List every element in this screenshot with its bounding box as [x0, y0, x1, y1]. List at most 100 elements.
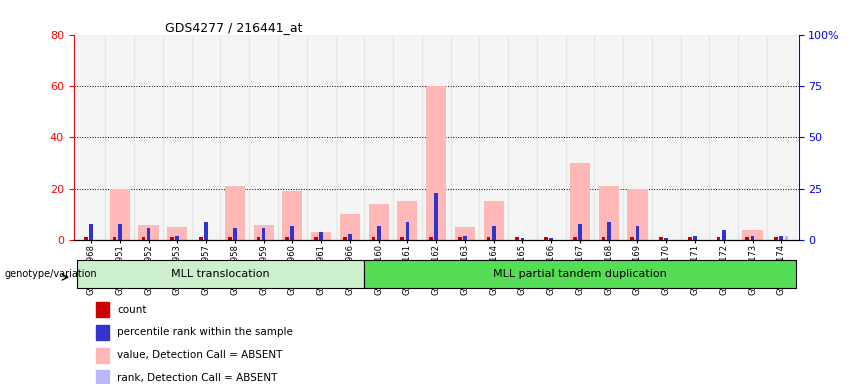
Bar — [483, 202, 503, 240]
Bar — [422, 35, 450, 240]
Bar — [365, 260, 796, 288]
Bar — [225, 186, 245, 240]
Bar — [426, 86, 446, 240]
Bar — [220, 35, 249, 240]
Bar — [521, 238, 524, 240]
Bar — [118, 223, 122, 240]
Bar — [779, 236, 783, 240]
Bar — [578, 223, 582, 240]
Bar — [84, 237, 88, 240]
Text: GDS4277 / 216441_at: GDS4277 / 216441_at — [165, 21, 302, 34]
Bar — [278, 35, 306, 240]
Bar — [253, 225, 273, 240]
Bar — [709, 35, 738, 240]
Bar — [95, 302, 108, 317]
Bar — [113, 237, 116, 240]
Bar — [282, 191, 302, 240]
Bar — [508, 35, 536, 240]
Bar — [549, 238, 553, 240]
Bar — [607, 222, 610, 240]
Bar — [163, 35, 192, 240]
Bar — [286, 237, 289, 240]
Bar — [339, 214, 360, 240]
Bar — [694, 236, 697, 240]
Bar — [109, 189, 130, 240]
Bar — [170, 237, 174, 240]
Bar — [257, 237, 260, 240]
Text: MLL partial tandem duplication: MLL partial tandem duplication — [493, 269, 667, 279]
Bar — [566, 35, 595, 240]
Text: rank, Detection Call = ABSENT: rank, Detection Call = ABSENT — [117, 373, 278, 383]
Bar — [516, 237, 519, 240]
Bar — [463, 236, 467, 240]
Bar — [767, 35, 796, 240]
Bar — [95, 371, 108, 384]
Bar — [429, 237, 433, 240]
Bar — [450, 35, 479, 240]
Bar — [372, 237, 375, 240]
Text: count: count — [117, 305, 147, 314]
Bar — [746, 237, 749, 240]
Bar — [635, 226, 640, 240]
Bar — [652, 35, 681, 240]
Bar — [175, 236, 179, 240]
Bar — [717, 237, 720, 240]
Bar — [688, 237, 692, 240]
Bar — [738, 35, 767, 240]
Text: MLL translocation: MLL translocation — [171, 269, 270, 279]
Bar — [623, 35, 652, 240]
Bar — [204, 222, 208, 240]
Bar — [89, 223, 93, 240]
Bar — [377, 226, 380, 240]
Bar — [233, 228, 237, 240]
Bar — [536, 35, 566, 240]
Bar — [455, 227, 475, 240]
Bar — [336, 35, 365, 240]
Bar — [249, 35, 278, 240]
Bar — [192, 35, 220, 240]
Bar — [141, 237, 145, 240]
Bar — [398, 202, 418, 240]
Bar — [306, 35, 336, 240]
Text: percentile rank within the sample: percentile rank within the sample — [117, 328, 293, 338]
Bar — [681, 35, 709, 240]
Bar — [722, 230, 726, 240]
Bar — [751, 236, 754, 240]
Bar — [95, 325, 108, 340]
Text: value, Detection Call = ABSENT: value, Detection Call = ABSENT — [117, 350, 283, 360]
Bar — [314, 237, 318, 240]
Bar — [348, 234, 352, 240]
Bar — [664, 238, 668, 240]
Bar — [311, 232, 332, 240]
Bar — [105, 35, 135, 240]
Bar — [628, 189, 648, 240]
Bar — [76, 35, 105, 240]
Bar — [573, 237, 576, 240]
Bar — [659, 237, 663, 240]
Bar — [742, 230, 763, 240]
Bar — [630, 237, 635, 240]
Bar — [479, 35, 508, 240]
Bar — [393, 35, 422, 240]
Bar — [405, 222, 410, 240]
Bar — [262, 228, 266, 240]
Bar — [139, 225, 159, 240]
Bar — [544, 237, 548, 240]
Bar — [76, 260, 365, 288]
Bar — [487, 237, 490, 240]
Bar — [365, 35, 393, 240]
Bar — [785, 236, 788, 240]
Bar — [369, 204, 389, 240]
Bar — [343, 237, 346, 240]
Bar — [95, 348, 108, 363]
Bar — [458, 237, 462, 240]
Bar — [135, 35, 163, 240]
Bar — [434, 193, 438, 240]
Bar — [599, 186, 619, 240]
Bar — [595, 35, 623, 240]
Bar — [602, 237, 605, 240]
Bar — [400, 237, 404, 240]
Bar — [291, 226, 294, 240]
Bar — [319, 232, 323, 240]
Bar — [227, 237, 232, 240]
